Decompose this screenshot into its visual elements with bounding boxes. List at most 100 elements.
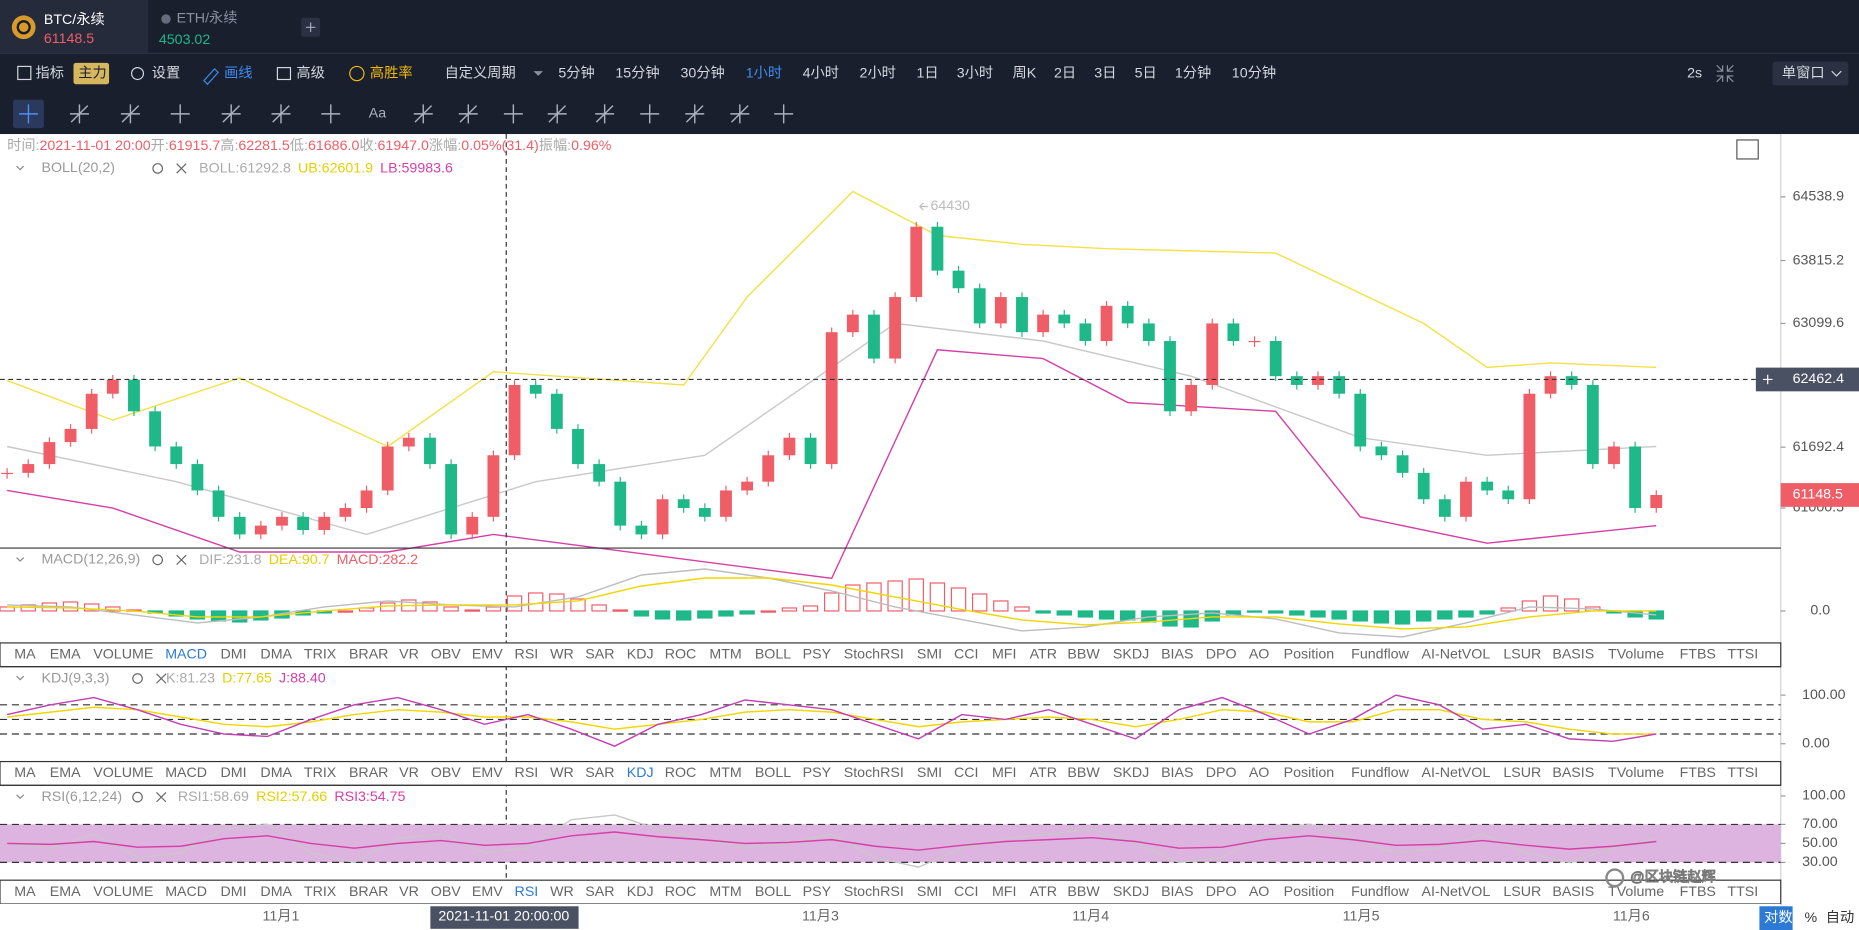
indicator-tab[interactable]: MTM — [709, 647, 741, 663]
period-button[interactable]: 1分钟 — [1175, 64, 1211, 81]
indicator-tab[interactable]: RSI — [515, 765, 539, 781]
indicator-tab[interactable]: CCI — [954, 765, 978, 781]
indicator-tab[interactable]: WR — [550, 884, 574, 900]
tool-icon[interactable] — [18, 104, 38, 124]
indicator-tab[interactable]: MTM — [709, 884, 741, 900]
indicator-tab[interactable]: ROC — [665, 765, 697, 781]
indicator-tab[interactable]: EMA — [50, 647, 81, 663]
tool-icon[interactable] — [221, 104, 241, 124]
indicator-tab[interactable]: AI-NetVOL — [1422, 765, 1491, 781]
indicator-tab[interactable]: TTSI — [1727, 765, 1758, 781]
tool-icon[interactable] — [69, 104, 89, 124]
indicator-tab[interactable]: BOLL — [755, 765, 791, 781]
period-button[interactable]: 2日 — [1054, 65, 1076, 81]
indicator-tab[interactable]: SAR — [585, 765, 614, 781]
indicator-tab[interactable]: BIAS — [1161, 884, 1193, 900]
indicator-tab[interactable]: WR — [550, 647, 574, 663]
indicator-tab[interactable]: SKDJ — [1113, 765, 1149, 781]
scale-mode[interactable]: % — [1804, 910, 1817, 926]
indicator-tab[interactable]: Fundflow — [1351, 765, 1409, 781]
indicator-tab[interactable]: TVolume — [1608, 884, 1664, 900]
period-button[interactable]: 3小时 — [957, 64, 993, 81]
indicator-tab[interactable]: MA — [14, 647, 36, 663]
window-button[interactable]: 单窗口 — [1782, 63, 1825, 81]
toolbar-button[interactable]: 指标 — [36, 64, 64, 81]
indicator-tab[interactable]: Position — [1284, 765, 1335, 781]
indicator-tab[interactable]: MFI — [992, 765, 1016, 781]
tool-icon[interactable] — [170, 104, 190, 124]
toolbar-button[interactable]: 主力 — [78, 64, 106, 81]
period-button[interactable]: 30分钟 — [681, 64, 725, 81]
period-button[interactable]: 10分钟 — [1232, 64, 1276, 81]
indicator-tab[interactable]: EMV — [472, 647, 503, 663]
indicator-tab[interactable]: VOLUME — [93, 647, 153, 663]
indicator-tab[interactable]: Position — [1284, 884, 1335, 900]
indicator-tab[interactable]: VR — [399, 647, 419, 663]
tool-icon[interactable] — [503, 104, 523, 124]
indicator-tab[interactable]: TRIX — [304, 765, 337, 781]
indicator-tab[interactable]: BASIS — [1552, 765, 1594, 781]
period-button[interactable]: 1日 — [916, 65, 938, 81]
indicator-tab[interactable]: RSI — [515, 647, 539, 663]
tool-icon[interactable] — [271, 104, 291, 124]
period-button[interactable]: 15分钟 — [615, 64, 659, 81]
indicator-tab[interactable]: MFI — [992, 647, 1016, 663]
indicator-tab[interactable]: MTM — [709, 765, 741, 781]
indicator-tab[interactable]: AI-NetVOL — [1422, 884, 1491, 900]
close-icon[interactable] — [156, 673, 167, 684]
indicator-tab[interactable]: MACD — [165, 765, 207, 781]
symbol-tab[interactable]: BTC/永续 — [44, 11, 105, 28]
indicator-tab[interactable]: KDJ — [627, 765, 654, 781]
window-select[interactable] — [1772, 61, 1849, 86]
indicator-tab[interactable]: BOLL — [755, 884, 791, 900]
indicator-tab[interactable]: ROC — [665, 884, 697, 900]
indicator-tab[interactable]: DMA — [260, 647, 292, 663]
indicator-tab[interactable]: LSUR — [1503, 765, 1541, 781]
expand-icon[interactable] — [1736, 139, 1759, 160]
indicator-tab[interactable]: SAR — [585, 647, 614, 663]
tool-icon[interactable] — [120, 104, 140, 124]
tool-icon[interactable] — [595, 104, 615, 124]
period-button[interactable]: 5分钟 — [558, 64, 594, 81]
indicator-tab[interactable]: StochRSI — [844, 884, 904, 900]
scale-mode[interactable]: 对数 — [1764, 909, 1792, 926]
indicator-tab[interactable]: MA — [14, 884, 36, 900]
settings-icon[interactable] — [152, 554, 164, 566]
symbol-tab[interactable]: ETH/永续 — [177, 10, 238, 27]
toolbar-button[interactable]: 高级 — [296, 64, 324, 81]
indicator-tab[interactable]: ATR — [1030, 765, 1057, 781]
tool-icon[interactable] — [685, 104, 705, 124]
indicator-tab[interactable]: OBV — [431, 765, 462, 781]
tool-icon[interactable] — [547, 104, 567, 124]
indicator-tab[interactable]: AO — [1249, 647, 1270, 663]
indicator-tab[interactable]: EMA — [50, 765, 81, 781]
indicator-tab[interactable]: TTSI — [1727, 647, 1758, 663]
toolbar-button[interactable]: 高胜率 — [370, 64, 413, 81]
indicator-tab[interactable]: CCI — [954, 884, 978, 900]
indicator-tab[interactable]: Fundflow — [1351, 884, 1409, 900]
indicator-tab[interactable]: DMI — [221, 765, 247, 781]
indicator-tab[interactable]: SKDJ — [1113, 884, 1149, 900]
indicator-tab[interactable]: BRAR — [349, 647, 389, 663]
tool-icon[interactable] — [730, 104, 750, 124]
tool-icon[interactable] — [640, 104, 660, 124]
refresh-button[interactable]: 2s — [1687, 65, 1702, 81]
indicator-tab[interactable]: VR — [399, 884, 419, 900]
toolbar-button[interactable]: 画线 — [224, 64, 252, 81]
indicator-tab[interactable]: MACD — [165, 884, 207, 900]
indicator-tab[interactable]: ROC — [665, 647, 697, 663]
indicator-tab[interactable]: PSY — [803, 765, 832, 781]
indicator-tab[interactable]: BRAR — [349, 765, 389, 781]
indicator-tab[interactable]: TVolume — [1608, 647, 1664, 663]
indicator-tab[interactable]: VR — [399, 765, 419, 781]
tool-icon[interactable] — [458, 104, 478, 124]
settings-icon[interactable] — [132, 791, 143, 803]
close-icon[interactable] — [176, 554, 187, 566]
collapse-icon[interactable] — [16, 794, 25, 800]
collapse-icon[interactable] — [16, 165, 25, 171]
tool-icon[interactable] — [321, 104, 341, 124]
indicator-tab[interactable]: SAR — [585, 884, 614, 900]
indicator-tab[interactable]: DMI — [221, 647, 247, 663]
indicator-tab[interactable]: Position — [1284, 647, 1335, 663]
indicator-tab[interactable]: KDJ — [627, 884, 654, 900]
